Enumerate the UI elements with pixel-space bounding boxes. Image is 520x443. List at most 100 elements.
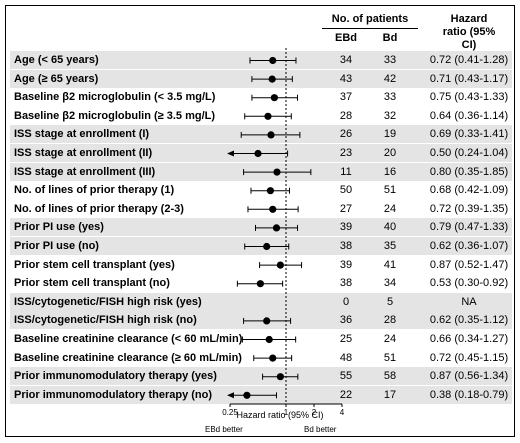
bd-count: 28	[383, 314, 397, 327]
hazard-ratio-point	[256, 280, 264, 288]
bd-count: 33	[383, 91, 397, 104]
subgroup-label: Prior immunomodulatory therapy (yes)	[14, 370, 217, 383]
hazard-ratio-value: 0.79 (0.47-1.33)	[429, 221, 509, 234]
subgroup-label: Prior immunomodulatory therapy (no)	[14, 388, 213, 401]
row-shade	[10, 69, 512, 88]
hazard-ratio-point	[276, 373, 284, 381]
bd-count: 40	[383, 221, 397, 234]
hazard-ratio-point	[264, 112, 272, 120]
bd-count: 20	[383, 147, 397, 159]
ebd-count: 36	[339, 314, 353, 327]
bd-count: 34	[383, 277, 397, 290]
hazard-ratio-value: 0.38 (0.18-0.79)	[429, 388, 509, 401]
subgroup-label: Prior stem cell transplant (no)	[14, 277, 170, 290]
hazard-ratio-point	[243, 391, 251, 399]
bd-count: 58	[383, 370, 397, 383]
bd-count: 51	[383, 184, 397, 197]
hazard-ratio-point	[272, 224, 281, 232]
hazard-ratio-value: NA	[461, 295, 477, 308]
hazard-ratio-value: 0.62 (0.35-1.12)	[429, 314, 509, 327]
row-shade	[10, 218, 512, 237]
row-shade	[10, 367, 512, 386]
hazard-ratio-value: 0.72 (0.41-1.28)	[429, 54, 509, 66]
hazard-ratio-point	[269, 205, 277, 213]
ebd-count: 23	[339, 147, 353, 159]
hazard-ratio-value: 0.80 (0.35-1.85)	[429, 165, 509, 178]
axis-label: Hazard ratio (95% CI)	[236, 410, 324, 420]
hazard-ratio-value: 0.64 (0.36-1.14)	[429, 109, 509, 122]
row-shade	[10, 125, 512, 144]
subgroup-label: No. of lines of prior therapy (2-3)	[14, 202, 184, 215]
hazard-ratio-value: 0.68 (0.42-1.09)	[429, 184, 509, 197]
ebd-count: 38	[339, 277, 353, 290]
ebd-count: 39	[339, 221, 353, 234]
subgroup-label: ISS/cytogenetic/FISH high risk (no)	[14, 314, 197, 327]
x-tick-label: 2	[312, 408, 317, 417]
ebd-count: 50	[339, 184, 353, 197]
ebd-count: 37	[339, 91, 353, 104]
bd-count: 51	[383, 351, 397, 364]
subgroup-label: Baseline creatinine clearance (≥ 60 mL/m…	[14, 351, 242, 364]
ebd-count: 26	[339, 128, 353, 141]
hazard-ratio-point	[254, 149, 262, 158]
ebd-count: 27	[339, 202, 353, 215]
ci-arrow-low	[227, 392, 234, 399]
hazard-ratio-value: 0.87 (0.52-1.47)	[429, 258, 509, 271]
subgroup-label: ISS stage at enrollment (III)	[14, 165, 156, 178]
hazard-ratio-value: 0.72 (0.45-1.15)	[429, 351, 509, 364]
ebd-count: 48	[339, 351, 353, 364]
header-ebd: EBd	[335, 32, 357, 44]
hazard-ratio-point	[267, 131, 275, 139]
bd-count: 35	[383, 240, 397, 252]
hazard-ratio-value: 0.62 (0.36-1.07)	[429, 240, 509, 252]
bd-count: 41	[383, 258, 397, 271]
hazard-ratio-point	[273, 168, 281, 176]
bd-count: 33	[383, 54, 397, 66]
subgroup-label: Baseline β2 microglobulin (≥ 3.5 mg/L)	[14, 109, 216, 122]
row-shade	[10, 385, 512, 404]
subgroup-label: Baseline creatinine clearance (< 60 mL/m…	[14, 333, 243, 345]
subgroup-label: Age (< 65 years)	[14, 54, 99, 66]
bd-count: 24	[383, 333, 397, 345]
ebd-count: 11	[340, 165, 352, 178]
ebd-count: 25	[339, 333, 353, 345]
bd-count: 42	[383, 72, 397, 85]
hazard-ratio-value: 0.66 (0.34-1.27)	[429, 333, 509, 345]
hazard-ratio-point	[265, 335, 273, 344]
bd-count: 16	[383, 165, 397, 178]
bd-better-note: Bd better	[304, 425, 337, 434]
header-bd: Bd	[382, 32, 398, 44]
subgroup-label: Prior PI use (yes)	[14, 221, 104, 234]
bd-count: 24	[383, 202, 397, 215]
hazard-ratio-point	[263, 317, 271, 325]
bd-count: 32	[383, 109, 397, 122]
row-shade	[10, 292, 512, 311]
ebd-count: 0	[342, 295, 350, 308]
subgroup-label: Age (≥ 65 years)	[14, 72, 99, 85]
ebd-count: 43	[339, 72, 353, 85]
header-hazard-ratio: Hazard ratio (95% CI)	[442, 13, 496, 51]
hazard-ratio-value: 0.53 (0.30-0.92)	[429, 277, 509, 290]
header-patients-underline	[322, 28, 418, 29]
hazard-ratio-point	[276, 261, 284, 269]
hazard-ratio-point	[263, 242, 271, 251]
hazard-ratio-value: 0.87 (0.56-1.34)	[429, 370, 509, 383]
subgroup-label: Prior stem cell transplant (yes)	[14, 258, 175, 271]
hazard-ratio-point	[269, 56, 277, 65]
bd-count: 19	[383, 128, 397, 141]
subgroup-label: ISS stage at enrollment (I)	[14, 128, 150, 141]
subgroup-label: ISS stage at enrollment (II)	[14, 147, 153, 159]
hazard-ratio-point	[268, 75, 276, 83]
x-tick-label: 1	[284, 408, 289, 417]
row-shade	[10, 311, 512, 330]
hazard-ratio-value: 0.71 (0.43-1.17)	[429, 72, 509, 85]
hazard-ratio-value: 0.69 (0.33-1.41)	[429, 128, 509, 141]
bd-count: 5	[386, 295, 394, 308]
subgroup-label: Prior PI use (no)	[14, 240, 99, 252]
ebd-count: 39	[339, 258, 353, 271]
ci-arrow-low	[227, 150, 234, 157]
x-tick-label: 4	[340, 408, 345, 417]
hazard-ratio-value: 0.50 (0.24-1.04)	[429, 147, 509, 159]
ebd-count: 38	[339, 240, 353, 252]
